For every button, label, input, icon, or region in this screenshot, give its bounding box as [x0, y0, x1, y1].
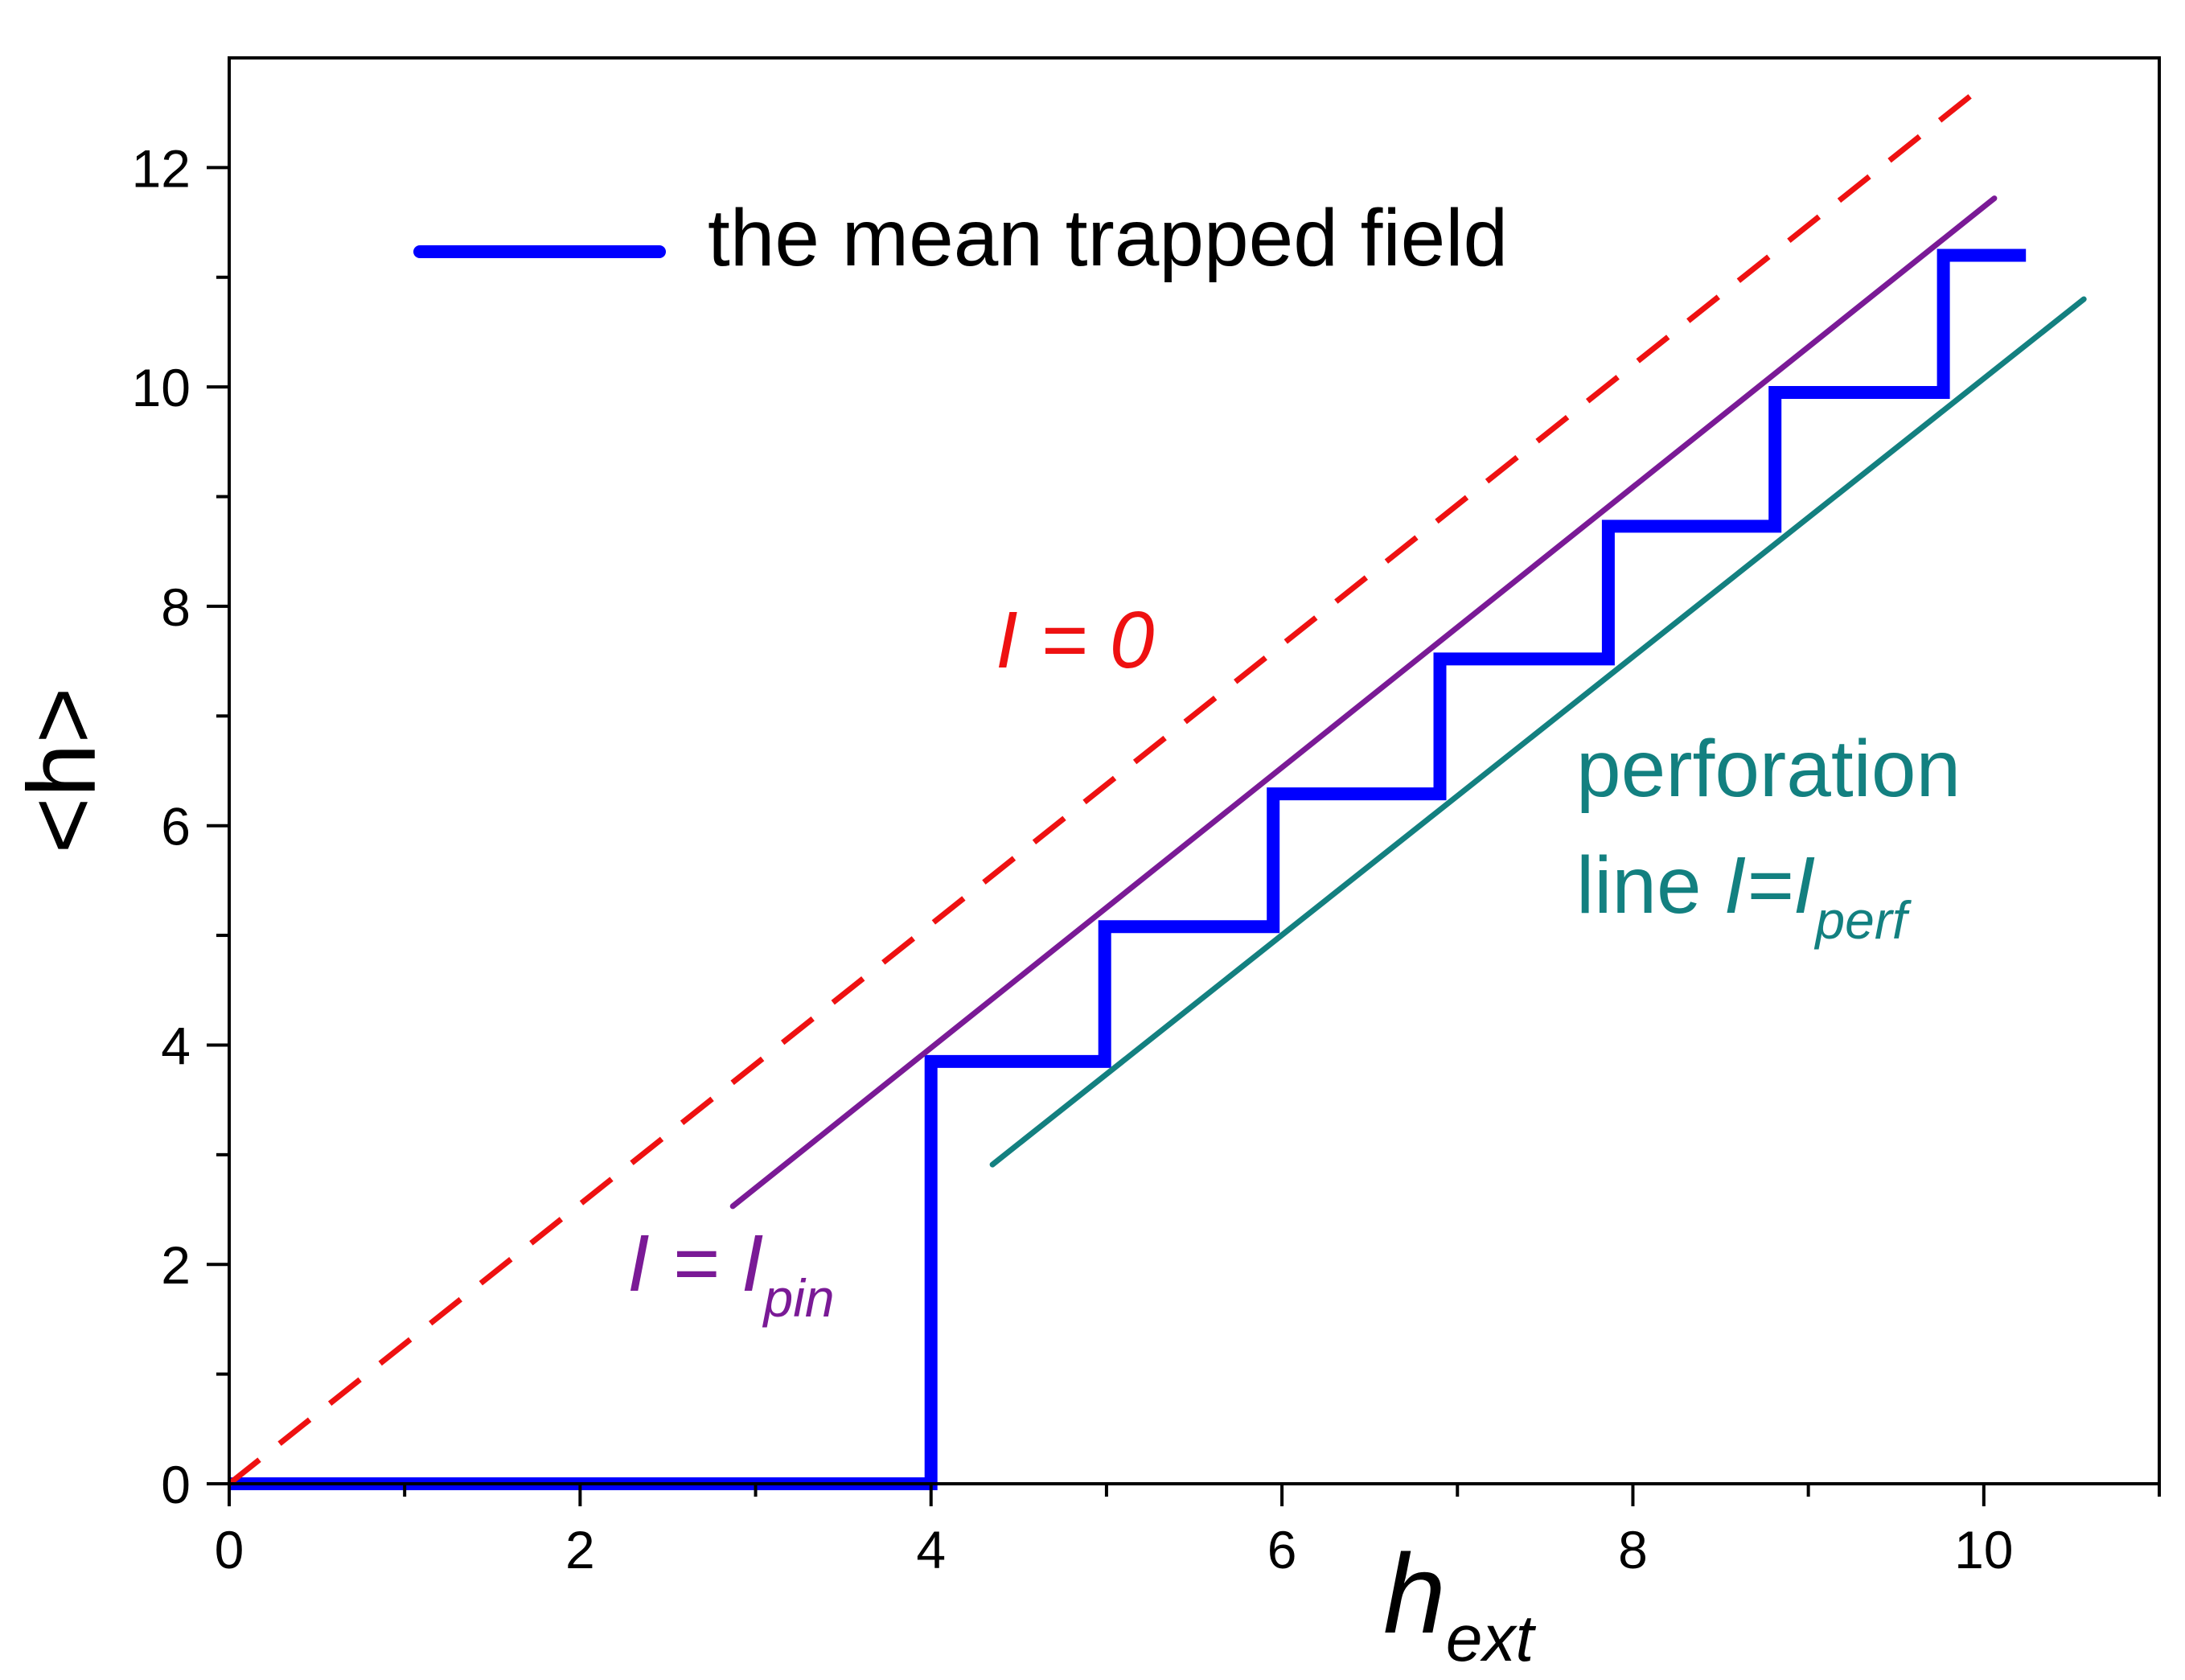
- y-axis-title: <h>: [8, 688, 116, 854]
- x-axis-title: hext: [1383, 1530, 1536, 1675]
- y-tick-label: 12: [132, 138, 191, 198]
- x-tick-label: 2: [565, 1520, 595, 1579]
- annotation-perforation-subscript: perf: [1813, 890, 1912, 950]
- series-line-i-i-pin: [729, 195, 1998, 1210]
- annotation-i-pin: I = Ipin: [627, 1218, 835, 1328]
- annotation-perforation-line2: line I=Iperf: [1576, 840, 1912, 950]
- annotation-i-pin-subscript: pin: [762, 1268, 835, 1328]
- y-tick-label: 6: [161, 797, 191, 856]
- legend-label: the mean trapped field: [708, 193, 1508, 283]
- legend: the mean trapped field: [413, 193, 1508, 283]
- annotation-perforation-word: perforation: [1576, 724, 1961, 814]
- series-line-perforation-line-i-i-perf: [989, 296, 2087, 1168]
- x-tick-label: 4: [916, 1520, 946, 1579]
- x-tick-label: 10: [1954, 1520, 2013, 1579]
- annotation-perforation-math: I=I: [1723, 840, 1815, 930]
- y-tick-label: 10: [132, 358, 191, 417]
- x-tick-label: 8: [1618, 1520, 1648, 1579]
- y-tick-label: 4: [161, 1016, 191, 1075]
- annotation-perforation-line1: perforation: [1576, 724, 1961, 814]
- x-tick-label: 0: [215, 1520, 244, 1579]
- x-tick-label: 6: [1267, 1520, 1297, 1579]
- y-tick-label: 0: [161, 1455, 191, 1514]
- series-line-i-0: [227, 83, 1986, 1486]
- annotation-i-zero: I = 0: [996, 595, 1154, 685]
- annotation-i-pin-text: I = I: [627, 1218, 764, 1308]
- annotation-perforation-prefix: line: [1576, 840, 1723, 930]
- tick-layer: 0 2 4 6 8 10 0 2 4 6 8 10 12: [132, 138, 2161, 1579]
- plot-frame: [228, 56, 2161, 1485]
- y-tick-label: 2: [161, 1235, 191, 1295]
- series-line-the-mean-trapped-field: [229, 249, 2027, 1490]
- series-layer: [227, 83, 2087, 1490]
- annotation-i-zero-text: I = 0: [996, 595, 1154, 685]
- x-axis-title-base: h: [1383, 1530, 1446, 1657]
- x-axis-title-subscript: ext: [1446, 1602, 1537, 1675]
- y-tick-label: 8: [161, 577, 191, 637]
